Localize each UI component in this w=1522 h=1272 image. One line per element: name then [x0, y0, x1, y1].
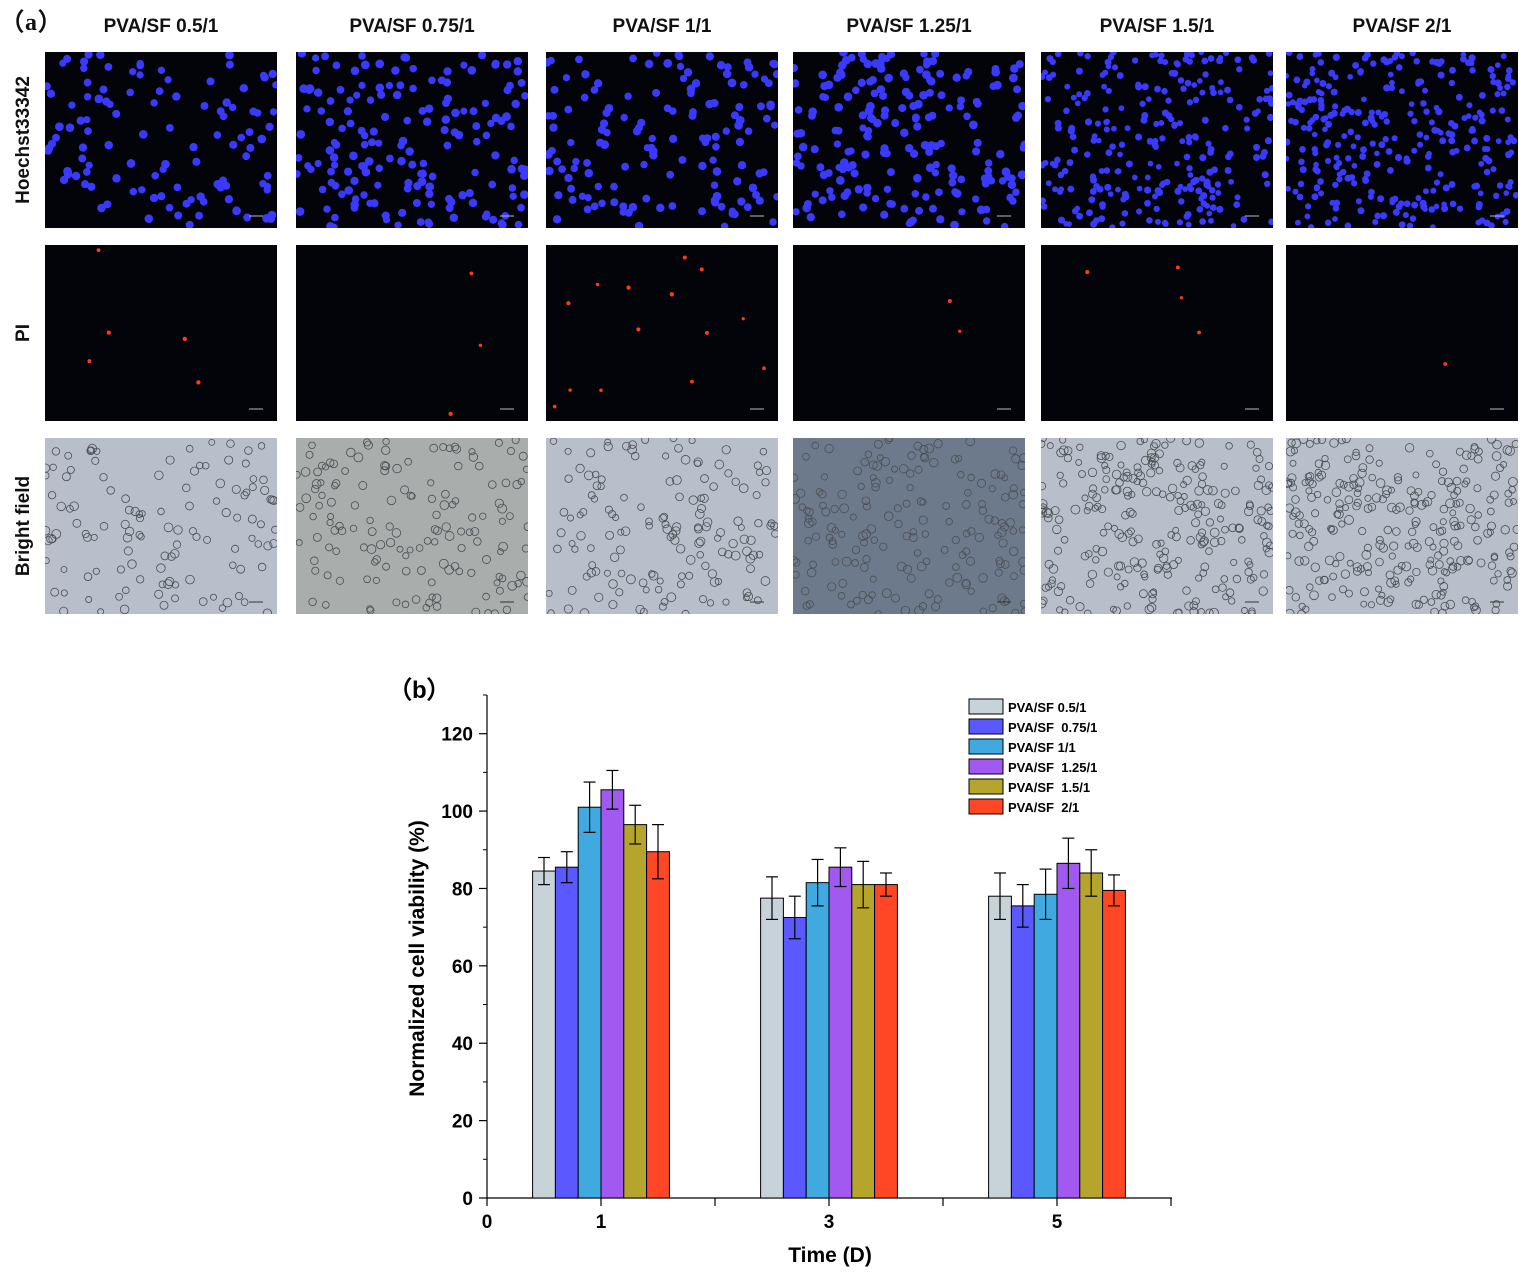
legend-swatch [968, 758, 1004, 775]
bar [646, 851, 670, 1199]
y-tick-label: 20 [452, 1112, 473, 1133]
bar [828, 866, 853, 1199]
pi-image [793, 245, 1025, 421]
y-tick-label: 120 [441, 725, 473, 746]
pi-image [45, 245, 277, 421]
y-tick-label: 100 [441, 802, 473, 823]
x-tick-label: 3 [824, 1212, 835, 1233]
bright-field-image [1041, 438, 1273, 614]
legend-label: PVA/SF 2/1 [1008, 800, 1079, 815]
hoechst-image [1041, 52, 1273, 228]
hoechst-image [546, 52, 778, 228]
bar [1102, 889, 1126, 1199]
legend-swatch [968, 718, 1004, 735]
x-tick-label: 1 [596, 1212, 607, 1233]
bar [805, 882, 830, 1199]
bar [577, 806, 602, 1199]
bar [623, 824, 648, 1199]
pi-image [296, 245, 528, 421]
y-axis-label: Normalized cell viability (%) [406, 820, 429, 1097]
x-tick-label: 5 [1052, 1212, 1063, 1233]
bright-field-image [546, 438, 778, 614]
bar [1079, 872, 1104, 1199]
legend-label: PVA/SF 1.5/1 [1008, 780, 1090, 795]
bright-field-image [45, 438, 277, 614]
bar [760, 897, 784, 1199]
legend-label: PVA/SF 1.25/1 [1008, 760, 1097, 775]
bright-field-image [296, 438, 528, 614]
y-tick-label: 80 [452, 879, 473, 900]
bar [988, 895, 1012, 1199]
legend-swatch [968, 798, 1004, 815]
x-tick-label: 0 [482, 1212, 493, 1233]
y-tick-label: 60 [452, 957, 473, 978]
bar [782, 916, 807, 1199]
column-title: PVA/SF 1.5/1 [1099, 16, 1215, 37]
bar [600, 789, 625, 1199]
column-title: PVA/SF 0.5/1 [103, 16, 219, 37]
y-tick-label: 0 [462, 1189, 473, 1210]
bar [1010, 905, 1035, 1199]
column-title: PVA/SF 2/1 [1352, 16, 1452, 37]
legend-swatch [968, 698, 1004, 715]
hoechst-image [296, 52, 528, 228]
hoechst-image [793, 52, 1025, 228]
column-title: PVA/SF 1.25/1 [846, 16, 972, 37]
x-axis-label: Time (D) [788, 1244, 872, 1267]
bar [851, 884, 876, 1199]
legend-swatch [968, 778, 1004, 795]
legend-label: PVA/SF 0.5/1 [1008, 700, 1087, 715]
bar [1033, 893, 1058, 1199]
bar [532, 870, 556, 1199]
legend-label: PVA/SF 0.75/1 [1008, 720, 1097, 735]
bar [554, 866, 579, 1199]
y-tick-label: 40 [452, 1034, 473, 1055]
legend-label: PVA/SF 1/1 [1008, 740, 1076, 755]
pi-image [1041, 245, 1273, 421]
bright-field-image [793, 438, 1025, 614]
panel-b-label: （b） [388, 677, 451, 704]
hoechst-image [1286, 52, 1518, 228]
column-title: PVA/SF 0.75/1 [349, 16, 475, 37]
bar [1056, 862, 1081, 1199]
bar [874, 884, 898, 1199]
pi-image [546, 245, 778, 421]
column-title: PVA/SF 1/1 [612, 16, 712, 37]
hoechst-image [45, 52, 277, 228]
panel-a-label: （a） [0, 10, 63, 36]
legend-swatch [968, 738, 1004, 755]
bright-field-image [1286, 438, 1518, 614]
pi-image [1286, 245, 1518, 421]
